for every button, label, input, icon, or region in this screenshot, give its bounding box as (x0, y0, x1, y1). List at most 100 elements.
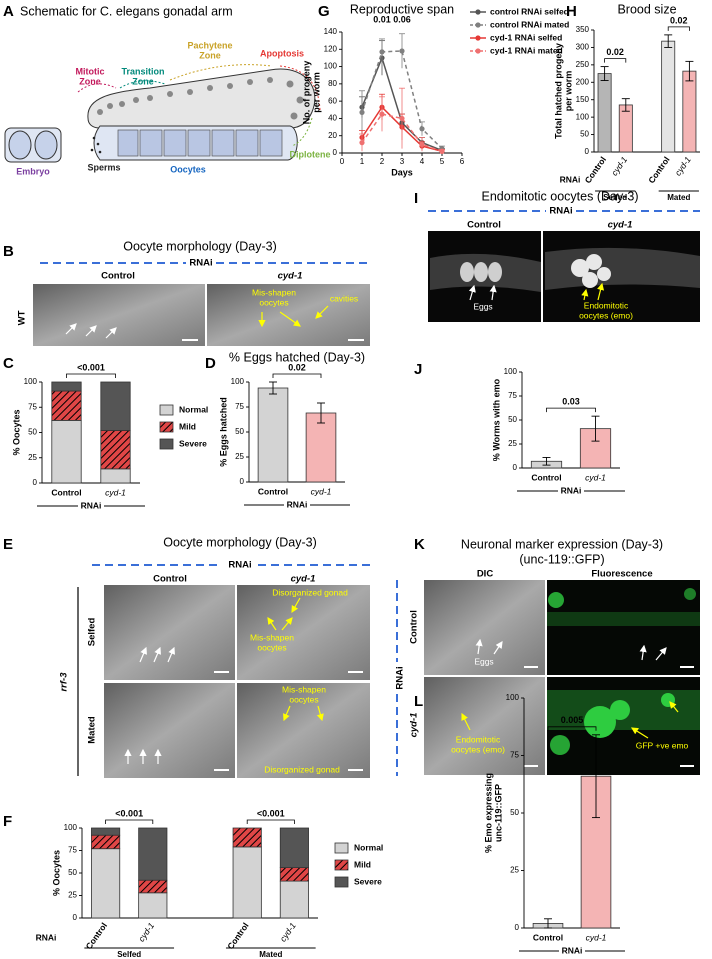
panel-letter: L (414, 693, 423, 710)
row-label: WT (17, 310, 28, 325)
row-label: cyd-1 (409, 713, 420, 738)
x-tick-label: cyd-1 (278, 920, 298, 943)
strain-label: rrf-3 (59, 672, 70, 692)
group-label: RNAi (81, 500, 102, 510)
bar (305, 412, 337, 483)
annotation: Disorganized gonad (272, 587, 348, 597)
y-tick-label: 25 (68, 891, 77, 900)
y-axis-label: per worm (311, 72, 321, 113)
annotation: Mis-shapen (282, 684, 326, 694)
legend-label: cyd-1 RNAi selfed (490, 32, 562, 42)
chart-title: Reproductive span (350, 2, 454, 16)
x-tick-label: 2 (380, 157, 385, 166)
gonad-distal (87, 68, 316, 129)
significance-bracket (66, 373, 116, 378)
data-point (359, 109, 365, 115)
group-axis-label: RNAi (560, 174, 581, 184)
annotation: oocytes (257, 642, 286, 652)
p-value: 0.02 (606, 47, 624, 57)
arrows (65, 323, 117, 339)
x-tick-label: Control (51, 487, 81, 497)
gonad-schematic: Schematic for C. elegans gonadal arm Mit… (4, 4, 331, 176)
bar-segment (100, 430, 131, 470)
rnai-label: RNAi (228, 560, 251, 571)
legend-label: Normal (179, 404, 208, 414)
annotation: Mis-shapen (252, 287, 296, 297)
data-point (379, 49, 385, 55)
y-tick-label: 25 (28, 453, 37, 462)
micrograph (547, 677, 700, 775)
cell-label: Embryo (16, 166, 50, 176)
row-label: Mated (87, 716, 98, 744)
arrows (461, 701, 679, 739)
bar (257, 387, 289, 483)
rnai-label: RNAi (395, 666, 406, 689)
p-value: 0.03 (562, 397, 580, 407)
eggs (460, 262, 502, 282)
legend-swatch (334, 842, 349, 854)
legend-label: cyd-1 RNAi mated (490, 45, 563, 55)
legend-swatch (159, 438, 174, 450)
legend-swatch (334, 876, 349, 888)
sperm (90, 136, 102, 154)
x-tick-label: cyd-1 (586, 932, 607, 942)
germ-cells (97, 77, 304, 120)
zone-label: Zone (132, 76, 154, 86)
panel-b: Oocyte morphology (Day-3) RNAi Control c… (17, 239, 370, 346)
column-label: DIC (477, 569, 494, 580)
y-tick-label: 75 (68, 846, 77, 855)
zone-label: Diplotene (289, 149, 330, 159)
y-tick-label: 350 (576, 25, 590, 34)
p-value: 0.02 (288, 362, 306, 372)
y-tick-label: 75 (510, 751, 519, 760)
y-tick-label: 0 (240, 477, 245, 486)
annotation: Endomitotic (456, 734, 501, 744)
x-tick-label: 4 (420, 157, 425, 166)
y-tick-label: 200 (576, 77, 590, 86)
y-tick-label: 75 (28, 402, 37, 411)
x-tick-label: Control (533, 932, 563, 942)
y-axis-label: % Oocytes (11, 409, 21, 455)
bar-segment (138, 879, 168, 894)
p-value: 0.06 (393, 14, 411, 24)
group-axis-label: RNAi (36, 932, 57, 942)
micrograph (424, 677, 545, 775)
y-tick-label: 0 (33, 478, 38, 487)
panel-title: Oocyte morphology (Day-3) (123, 239, 277, 253)
y-tick-label: 50 (508, 415, 517, 424)
y-tick-label: 100 (24, 377, 38, 386)
panel-letter: G (318, 3, 330, 20)
bar (597, 73, 612, 153)
y-axis-label: % Worms with emo (491, 378, 501, 461)
panel-i: Endomitotic oocytes (Day-3) RNAi Control… (428, 189, 700, 322)
y-tick-label: 100 (504, 367, 518, 376)
y-axis-label: unc-119::GFP (493, 784, 503, 842)
arrows (581, 282, 605, 301)
p-value: <0.001 (77, 362, 105, 372)
micrograph (424, 580, 545, 675)
y-axis-label: % Oocytes (51, 850, 61, 896)
zone-marker (169, 64, 273, 81)
panel-e: Oocyte morphology (Day-3) RNAi Control c… (59, 535, 370, 778)
legend-label: control RNAi selfed (490, 6, 569, 16)
panel-title: Endomitotic oocytes (Day-3) (481, 189, 638, 203)
y-tick-label: 120 (324, 44, 338, 53)
zone-marker (291, 117, 313, 147)
y-tick-label: 100 (506, 693, 520, 702)
embryo (8, 130, 32, 160)
x-tick-label: cyd-1 (673, 154, 693, 177)
zone-label: Pachytene (187, 40, 232, 50)
panel-letter: I (414, 190, 418, 207)
data-point (439, 148, 445, 154)
significance-bracket (546, 407, 596, 413)
panel-letter: D (205, 355, 216, 372)
rnai-label: RNAi (189, 258, 212, 269)
y-tick-label: 75 (508, 391, 517, 400)
y-tick-label: 300 (576, 43, 590, 52)
annotation: oocytes (289, 694, 318, 704)
annotation: cavities (330, 293, 358, 303)
micrograph (237, 585, 370, 680)
x-tick-label: 3 (400, 157, 405, 166)
zone-label: Transition (121, 66, 164, 76)
